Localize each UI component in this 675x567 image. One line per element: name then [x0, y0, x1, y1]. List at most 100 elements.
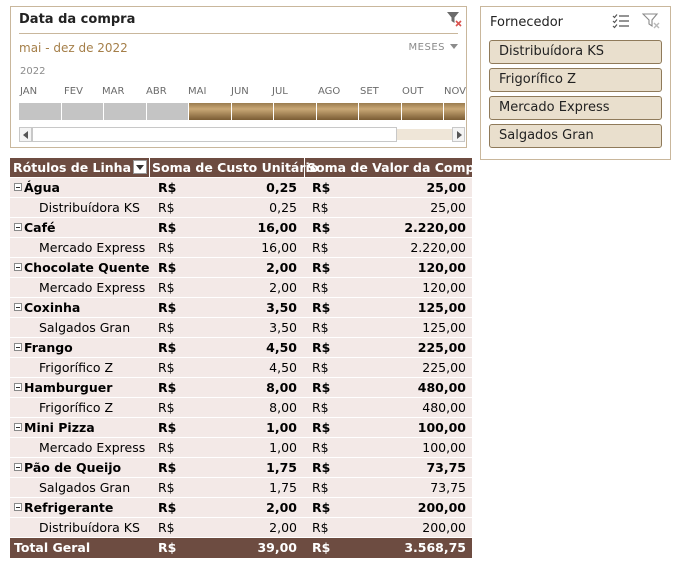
slicer-item[interactable]: Distribuídora KS — [489, 40, 662, 64]
purchase-value: 2.220,00 — [410, 240, 466, 255]
supplier-label: Mercado Express — [39, 280, 146, 295]
purchase-value: 200,00 — [422, 520, 466, 535]
currency-symbol: R$ — [312, 300, 331, 315]
collapse-button[interactable] — [14, 303, 22, 311]
supplier-label: Mercado Express — [39, 440, 146, 455]
currency-symbol: R$ — [158, 280, 175, 295]
timeline-divider — [19, 33, 458, 34]
time-level-dropdown[interactable]: MESES — [409, 42, 458, 53]
supplier-slicer: Fornecedor Distribuídora KS Frigorífico Z… — [480, 6, 671, 160]
category-label-cell: Pão de Queijo — [14, 458, 121, 478]
arrow-left-icon — [23, 131, 28, 139]
pivot-header-row: Rótulos de Linha Soma de Custo Unitário … — [10, 158, 489, 178]
purchase-value: 120,00 — [417, 260, 466, 275]
month-bar[interactable] — [316, 103, 359, 120]
grand-total-row: Total Geral R$ 39,00 R$ 3.568,75 — [10, 538, 472, 559]
month-bar[interactable] — [401, 103, 444, 120]
category-label: Hamburguer — [24, 380, 113, 395]
cost-value: 2,00 — [269, 520, 297, 535]
currency-symbol: R$ — [158, 540, 177, 555]
currency-symbol: R$ — [158, 480, 175, 495]
timeline-scrollbar[interactable] — [19, 127, 465, 142]
value-sum-header: Soma de Valor da Compra — [307, 160, 490, 175]
purchase-value: 73,75 — [426, 460, 466, 475]
collapse-button[interactable] — [14, 423, 22, 431]
cost-value: 1,75 — [269, 480, 297, 495]
timeline-range-label: mai - dez de 2022 — [19, 41, 128, 55]
slicer-item[interactable]: Salgados Gran — [489, 124, 662, 148]
scroll-left-button[interactable] — [19, 127, 32, 142]
cost-value: 0,25 — [266, 180, 297, 195]
multi-select-icon[interactable] — [612, 13, 630, 29]
month-bar[interactable] — [146, 103, 189, 120]
pivot-category-row: Coxinha R$ 3,50 R$ 125,00 — [10, 298, 472, 318]
cost-value: 8,00 — [269, 400, 297, 415]
purchase-value: 73,75 — [430, 480, 466, 495]
currency-symbol: R$ — [312, 280, 329, 295]
row-filter-dropdown-button[interactable] — [133, 160, 147, 174]
currency-symbol: R$ — [312, 200, 329, 215]
clear-filter-icon[interactable] — [642, 13, 660, 29]
cost-value: 2,00 — [269, 280, 297, 295]
cost-value: 16,00 — [261, 240, 297, 255]
month-bar[interactable] — [19, 103, 62, 120]
pivot-supplier-row: Distribuídora KS R$ 0,25 R$ 25,00 — [10, 198, 472, 218]
arrow-right-icon — [457, 131, 462, 139]
currency-symbol: R$ — [158, 400, 175, 415]
currency-symbol: R$ — [312, 520, 329, 535]
cost-value: 0,25 — [269, 200, 297, 215]
currency-symbol: R$ — [158, 300, 177, 315]
currency-symbol: R$ — [312, 500, 331, 515]
pivot-supplier-row: Frigorífico Z R$ 8,00 R$ 480,00 — [10, 398, 472, 418]
currency-symbol: R$ — [158, 440, 175, 455]
month-bar[interactable] — [444, 103, 465, 120]
month-bar[interactable] — [104, 103, 147, 120]
scrollbar-thumb[interactable] — [32, 127, 397, 142]
pivot-body: Água R$ 0,25 R$ 25,00 Distribuídora KS R$ 0,25 R… — [10, 178, 472, 538]
purchase-value: 2.220,00 — [404, 220, 466, 235]
currency-symbol: R$ — [312, 480, 329, 495]
month-bar[interactable] — [274, 103, 317, 120]
scroll-right-button[interactable] — [452, 127, 465, 142]
grand-total-value: 3.568,75 — [404, 540, 466, 555]
clear-filter-icon[interactable] — [446, 11, 462, 27]
cost-value: 1,00 — [266, 420, 297, 435]
collapse-button[interactable] — [14, 383, 22, 391]
category-label-cell: Água — [14, 178, 60, 198]
slicer-item[interactable]: Mercado Express — [489, 96, 662, 120]
collapse-button[interactable] — [14, 343, 22, 351]
slicer-item[interactable]: Frigorífico Z — [489, 68, 662, 92]
pivot-category-row: Pão de Queijo R$ 1,75 R$ 73,75 — [10, 458, 472, 478]
purchase-value: 125,00 — [417, 300, 466, 315]
collapse-button[interactable] — [14, 263, 22, 271]
pivot-supplier-row: Salgados Gran R$ 1,75 R$ 73,75 — [10, 478, 472, 498]
pivot-category-row: Hamburguer R$ 8,00 R$ 480,00 — [10, 378, 472, 398]
collapse-button[interactable] — [14, 183, 22, 191]
collapse-button[interactable] — [14, 503, 22, 511]
chevron-down-icon — [450, 44, 458, 49]
category-label: Coxinha — [24, 300, 81, 315]
currency-symbol: R$ — [312, 340, 331, 355]
supplier-label: Distribuídora KS — [39, 200, 140, 215]
pivot-category-row: Chocolate Quente R$ 2,00 R$ 120,00 — [10, 258, 472, 278]
category-label-cell: Coxinha — [14, 298, 80, 318]
collapse-button[interactable] — [14, 223, 22, 231]
purchase-value: 200,00 — [417, 500, 466, 515]
category-label-cell: Frango — [14, 338, 73, 358]
month-bar[interactable] — [359, 103, 402, 120]
purchase-value: 225,00 — [422, 360, 466, 375]
month-label: AGO — [318, 86, 341, 97]
pivot-supplier-row: Salgados Gran R$ 3,50 R$ 125,00 — [10, 318, 472, 338]
pivot-table: Rótulos de Linha Soma de Custo Unitário … — [10, 158, 489, 559]
supplier-label: Distribuídora KS — [39, 520, 140, 535]
collapse-button[interactable] — [14, 463, 22, 471]
category-label: Pão de Queijo — [24, 460, 122, 475]
scrollbar-track[interactable] — [32, 127, 452, 142]
purchase-value: 480,00 — [417, 380, 466, 395]
currency-symbol: R$ — [158, 460, 177, 475]
month-bar[interactable] — [189, 103, 232, 120]
month-bar[interactable] — [61, 103, 104, 120]
slicer-title: Fornecedor — [490, 15, 564, 30]
timeline-month-bars[interactable] — [19, 103, 465, 120]
month-bar[interactable] — [231, 103, 274, 120]
